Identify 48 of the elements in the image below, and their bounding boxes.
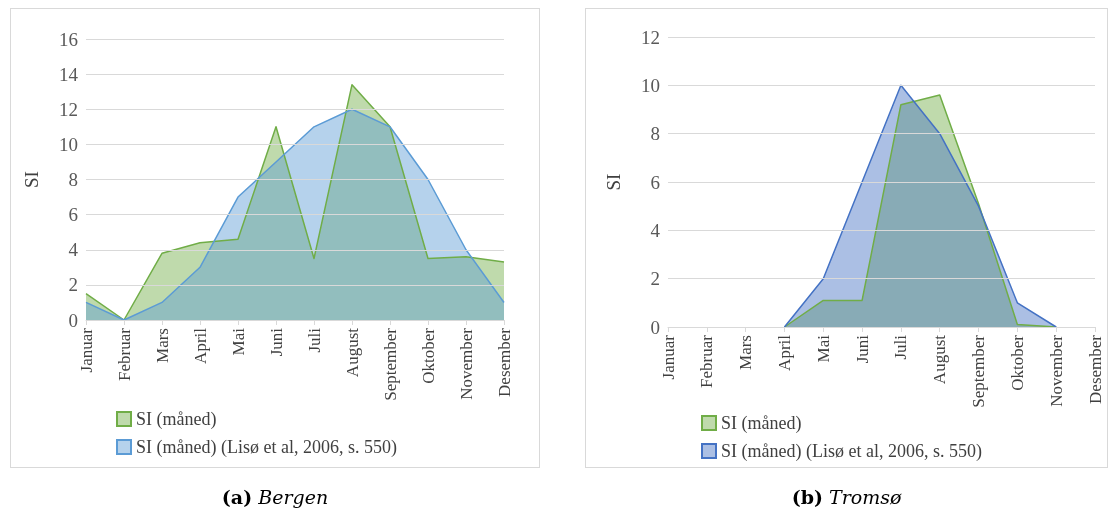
x-tick-label: Mars xyxy=(736,335,756,370)
y-tick-label: 2 xyxy=(650,268,660,290)
x-tick-label: November xyxy=(456,327,476,400)
x-tick-label: August xyxy=(930,334,950,385)
x-tick-label: Februar xyxy=(114,327,134,381)
x-tick-label: Desember xyxy=(1085,334,1105,404)
x-tick-label: Mars xyxy=(152,328,172,363)
y-tick-label: 16 xyxy=(59,28,78,50)
x-tick-label: Februar xyxy=(697,334,717,388)
x-tick-label: Juni xyxy=(266,327,286,357)
x-tick-label: Juni xyxy=(852,334,872,364)
y-tick-label: 10 xyxy=(641,74,660,96)
legend-label: SI (måned) xyxy=(721,413,802,434)
y-axis-title: SI xyxy=(21,171,42,188)
y-tick-label: 6 xyxy=(650,171,660,193)
x-tick-label: September xyxy=(380,327,400,401)
x-tick-label: Januar xyxy=(76,327,96,373)
y-tick-label: 12 xyxy=(59,98,78,120)
x-tick-label: Oktober xyxy=(418,327,438,384)
y-tick-label: 6 xyxy=(68,204,78,226)
x-tick-label: November xyxy=(1046,334,1066,407)
y-axis-title: SI xyxy=(603,173,624,191)
y-tick-label: 14 xyxy=(59,63,79,85)
y-tick-label: 8 xyxy=(650,123,660,145)
legend-label: SI (måned) (Lisø et al, 2006, s. 550) xyxy=(721,441,982,462)
x-tick-label: April xyxy=(774,334,794,371)
x-tick-label: Desember xyxy=(494,327,514,397)
x-tick-label: Juli xyxy=(304,327,324,353)
legend-label: SI (måned) xyxy=(136,409,217,430)
x-tick-label: Juli xyxy=(891,334,911,360)
y-tick-label: 8 xyxy=(68,169,78,190)
x-tick-label: September xyxy=(969,334,989,408)
text: (a) Bergen xyxy=(221,486,329,508)
y-tick-label: 4 xyxy=(650,219,661,241)
text: (b) Tromsø xyxy=(791,486,902,508)
y-tick-label: 0 xyxy=(68,309,78,331)
x-tick-label: Mai xyxy=(228,327,248,356)
y-tick-label: 4 xyxy=(68,239,79,261)
y-tick-label: 0 xyxy=(650,316,660,338)
y-tick-label: 2 xyxy=(68,274,78,296)
x-tick-label: Januar xyxy=(658,334,678,380)
y-tick-label: 12 xyxy=(641,26,660,48)
x-tick-label: Mai xyxy=(813,334,833,363)
x-tick-label: Oktober xyxy=(1007,334,1027,391)
y-tick-label: 10 xyxy=(59,133,78,155)
legend-label: SI (måned) (Lisø et al, 2006, s. 550) xyxy=(136,437,397,458)
x-tick-label: April xyxy=(190,327,210,364)
x-tick-label: August xyxy=(342,327,362,378)
